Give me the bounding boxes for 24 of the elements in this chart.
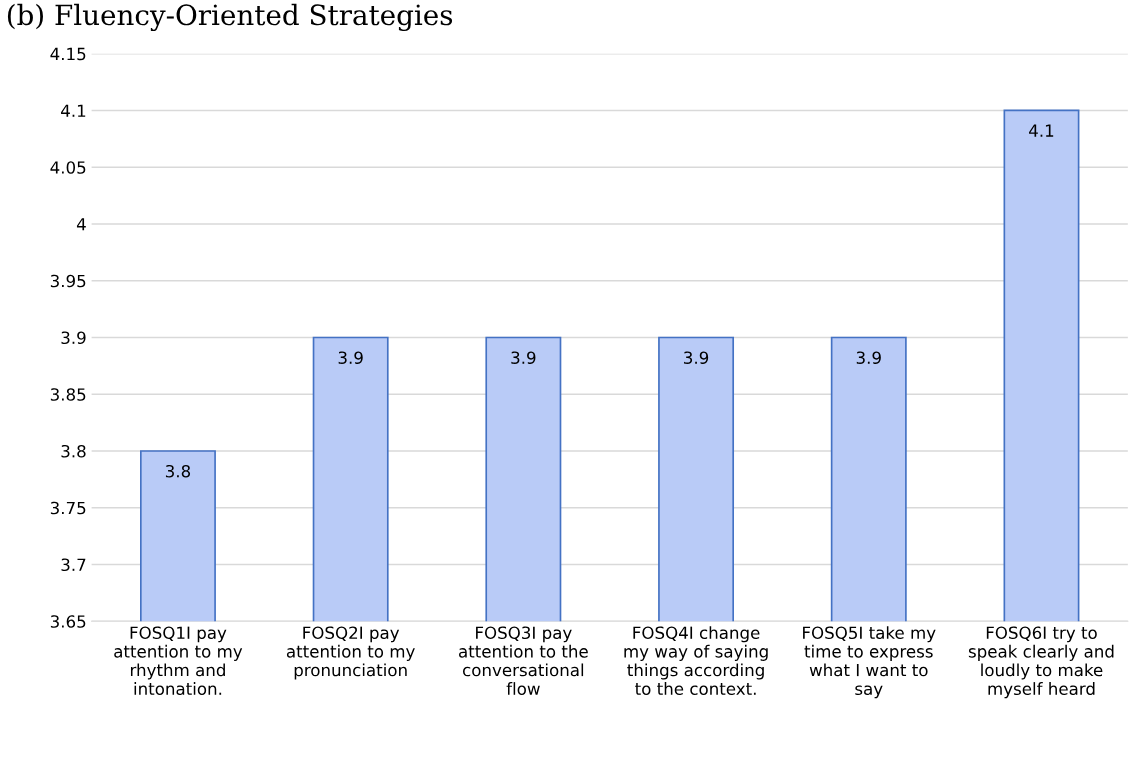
data-label: 3.9 — [338, 351, 363, 364]
chart-title: (b) Fluency-Oriented Strategies — [7, 3, 453, 32]
y-tick-label: 4.05 — [50, 161, 86, 174]
data-label: 3.9 — [511, 351, 536, 364]
x-tick-label: FOSQ5I take my time to express what I want to say — [803, 626, 936, 699]
x-tick-label: FOSQ3I pay attention to the conversational flow — [459, 626, 588, 696]
y-tick-label: 3.65 — [50, 615, 86, 628]
y-tick-label: 3.75 — [50, 501, 86, 515]
y-tick-label: 4.1 — [61, 104, 86, 117]
y-tick-label: 3.7 — [61, 558, 86, 572]
data-label: 3.9 — [856, 351, 881, 364]
y-tick-label: 3.8 — [61, 444, 86, 458]
y-tick-label: 3.9 — [61, 331, 86, 345]
x-tick-label: FOSQ1I pay attention to my rhythm and intonation. — [114, 626, 243, 696]
y-tick-label: 4 — [76, 218, 86, 231]
y-tick-label: 4.15 — [50, 47, 86, 61]
x-tick-label: FOSQ4I change my way of saying things according to the context. — [624, 626, 768, 696]
data-label: 4.1 — [1029, 124, 1054, 137]
x-tick-label: FOSQ2I pay attention to my pronunciation — [286, 626, 415, 680]
x-tick-label: FOSQ6I try to speak clearly and loudly to make myself heard — [968, 626, 1114, 699]
y-tick-label: 3.85 — [50, 388, 86, 401]
y-tick-label: 3.95 — [50, 274, 86, 288]
data-label: 3.8 — [165, 464, 191, 478]
data-label: 3.9 — [684, 351, 709, 364]
